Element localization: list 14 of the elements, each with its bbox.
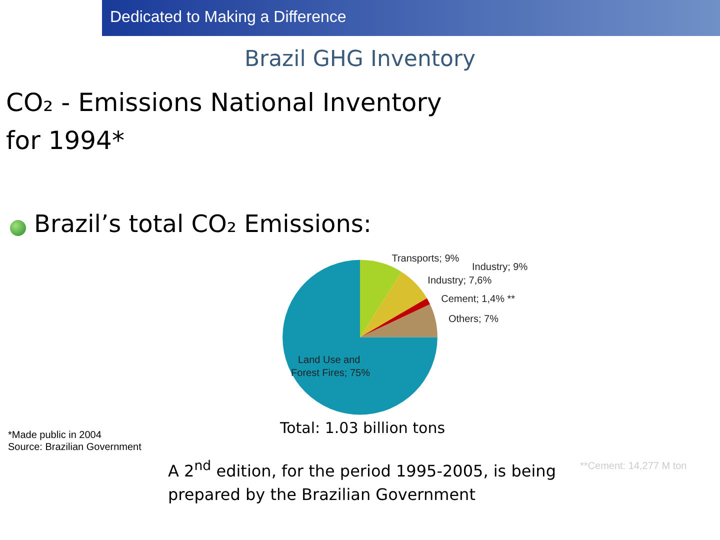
slice-label: Transports; 9% [392, 254, 460, 265]
text: *Made public in 2004 [8, 430, 102, 441]
source-note: Source: Brazilian Government [8, 442, 142, 453]
text: Industry; 9% [472, 262, 528, 273]
chart-subtitle: Brazil GHG Inventory [243, 47, 477, 72]
text: Total: 1.03 billion tons [280, 419, 446, 437]
text: Dedicated to Making a Difference [102, 0, 720, 36]
chart-title: CO₂ - Emissions National Inventory for 1994* [6, 87, 443, 157]
slice-label: Land Use and Forest Fires; 75% [291, 354, 370, 379]
slice-label: Others; 7% [448, 314, 499, 326]
slice-label: Cement; 1,4% ** [441, 294, 516, 305]
text: A 2$^{nd}$ edition, for the period 1995-2005, is being prepared by the Brazilian Government [168, 458, 557, 506]
slice-label: Industry; 7,6% [428, 275, 492, 286]
text: Brazil’s total CO₂ Emissions: [34, 210, 372, 238]
